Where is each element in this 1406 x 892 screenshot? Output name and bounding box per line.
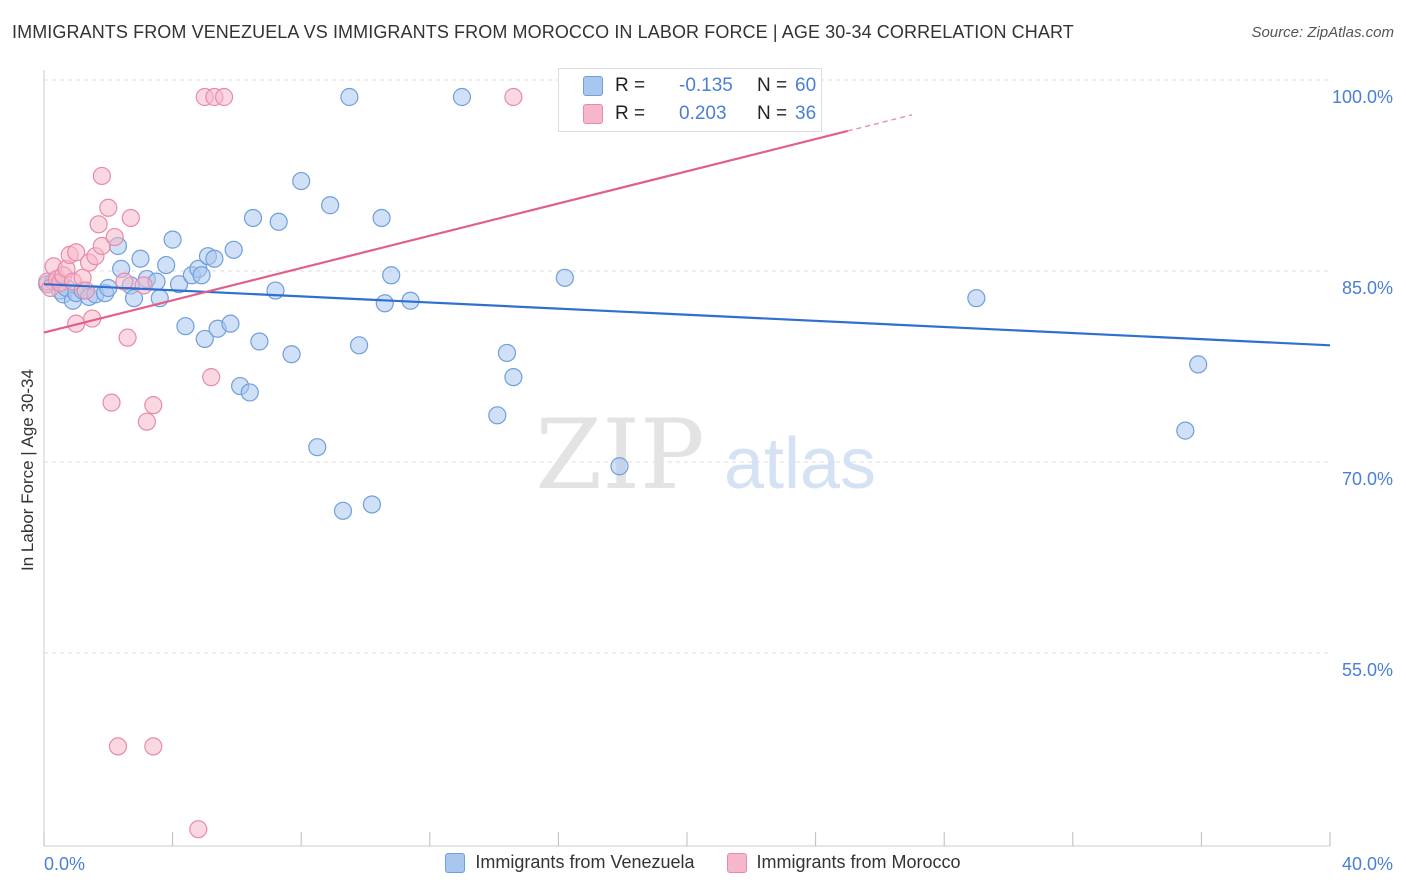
morocco-point [144,396,163,415]
r-label: R = [615,75,646,96]
legend-label-venezuela: Immigrants from Venezuela [475,852,695,872]
venezuela-point [308,438,327,457]
morocco-point [92,236,111,256]
venezuela-point [967,289,986,308]
venezuela-point [349,336,369,355]
morocco-trend-extension [847,114,913,132]
y-tick-label: 55.0% [1342,660,1393,680]
n-value-venezuela: 60 [795,75,817,96]
x-tick-label-min: 0.0% [44,854,85,874]
y-tick-label: 100.0% [1332,87,1393,107]
n-value-morocco: 36 [795,103,817,124]
gridlines [44,79,1330,654]
morocco-point [189,820,208,839]
venezuela-point [240,383,259,402]
morocco-point [137,412,156,431]
morocco-point [118,328,137,347]
morocco-point [76,281,95,300]
venezuela-point [176,317,195,336]
watermark-zip: ZIP [535,399,704,511]
venezuela-point [157,255,176,275]
morocco-point [214,87,234,107]
y-axis-label: In Labor Force | Age 30-34 [18,369,37,571]
x-tick-label-max: 40.0% [1342,854,1393,874]
morocco-points [38,87,523,839]
venezuela-point [1189,355,1208,374]
legend-item-venezuela[interactable]: Immigrants from Venezuela [445,852,695,873]
x-tick-labels: 0.0% 40.0% [44,854,1393,874]
r-label: R = [615,103,646,124]
venezuela-point [375,294,394,313]
correlation-stats-box: R = -0.135 N = 60 R = 0.203 N = 36 [558,68,822,132]
morocco-point [108,737,128,756]
legend-label-morocco: Immigrants from Morocco [756,852,961,872]
venezuela-point [610,457,629,476]
y-axis-label-wrap: In Labor Force | Age 30-34 [16,320,40,620]
venezuela-point [372,208,391,228]
venezuela-point [169,275,189,294]
legend-swatch-morocco [726,852,747,873]
venezuela-point [497,343,517,363]
legend: Immigrants from Venezuela Immigrants fro… [0,852,1406,873]
morocco-point [67,243,86,262]
venezuela-point [504,368,523,387]
n-label: N = [757,103,788,124]
venezuela-point [163,230,182,249]
venezuela-point [131,249,150,268]
chart-title: IMMIGRANTS FROM VENEZUELA VS IMMIGRANTS … [12,22,1074,42]
y-tick-label: 85.0% [1342,278,1393,298]
watermark: ZIP atlas [535,399,876,511]
venezuela-point [124,289,144,308]
morocco-point [89,215,108,234]
venezuela-point [321,196,340,215]
venezuela-point [1176,421,1195,440]
legend-item-morocco[interactable]: Immigrants from Morocco [726,852,961,873]
venezuela-point [221,314,240,333]
venezuela-point [292,171,311,191]
r-value-venezuela: -0.135 [679,75,733,96]
venezuela-point [362,495,382,514]
venezuela-point [195,329,214,349]
venezuela-point [382,266,401,285]
morocco-point [134,276,153,295]
morocco-point [504,87,523,107]
morocco-swatch [583,104,603,124]
r-value-morocco: 0.203 [679,103,727,124]
venezuela-point [192,266,211,285]
y-tick-label: 70.0% [1342,469,1393,489]
venezuela-point [488,406,507,425]
watermark-atlas: atlas [724,424,876,504]
venezuela-point [452,87,472,107]
legend-swatch-venezuela [445,852,466,873]
morocco-point [102,393,121,412]
morocco-point [144,737,163,756]
morocco-point [115,272,134,291]
source-credit: Source: ZipAtlas.com [1251,24,1394,41]
venezuela-point [250,332,269,351]
venezuela-point [224,240,243,259]
venezuela-point [340,87,359,107]
venezuela-point [269,212,288,231]
morocco-point [92,166,111,186]
venezuela-point [333,501,353,520]
morocco-trend-line [43,129,849,334]
venezuela-trend-line [43,283,1331,347]
morocco-point [202,368,221,387]
morocco-point [105,227,124,247]
n-label: N = [757,75,788,96]
venezuela-point [282,345,301,364]
trend-lines [43,114,1331,347]
venezuela-point [555,268,574,287]
venezuela-point [243,208,263,228]
venezuela-swatch [583,76,603,96]
morocco-point [121,208,140,228]
y-tick-labels: 100.0% 85.0% 70.0% 55.0% [1332,87,1393,680]
venezuela-point [205,249,224,268]
x-ticks [43,832,1331,846]
morocco-point [99,198,118,217]
